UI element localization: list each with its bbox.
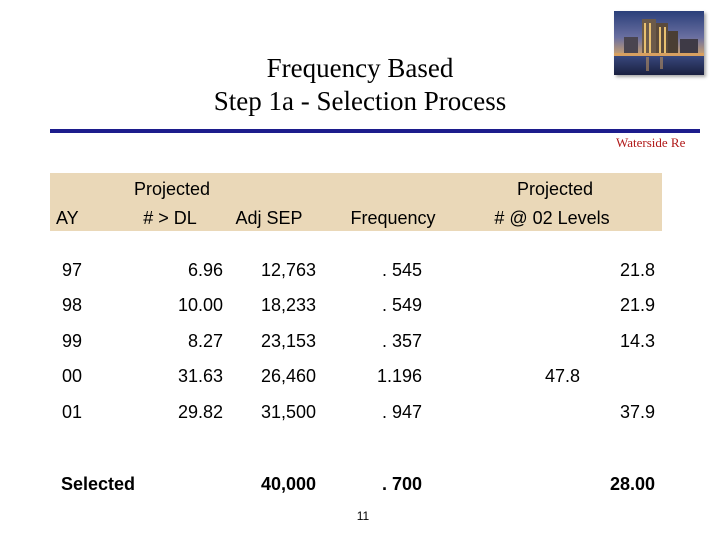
slide-title-line-1: Frequency Based [266,53,454,83]
row-frequency: . 545 [381,260,422,280]
row-frequency: 1.196 [376,366,422,386]
row-dl: 31.63 [177,366,223,386]
row-ay: 97 [62,260,83,280]
row-levels: 47.8 [544,366,580,386]
row-levels: 21.8 [619,260,655,280]
row-ay: 00 [62,366,83,386]
header-frequency: Frequency [350,208,436,228]
selected-levels: 28.00 [609,474,655,494]
row-frequency: . 947 [381,402,422,422]
header-levels-bottom: # @ 02 Levels [494,208,610,228]
row-frequency: . 549 [381,295,422,315]
header-adj-sep: Adj SEP [235,208,303,228]
header-dl-bottom: # > DL [143,208,197,228]
row-levels: 37.9 [619,402,655,422]
waterside-photo [614,11,704,75]
row-dl: 10.00 [177,295,223,315]
page-number: 11 [356,509,370,523]
selected-label: Selected [61,474,136,494]
selected-sep: 40,000 [260,474,316,494]
row-sep: 18,233 [260,295,316,315]
row-ay: 01 [62,402,83,422]
header-ay: AY [56,208,79,228]
row-sep: 23,153 [260,331,316,351]
photo-caption: Waterside Re [616,135,686,150]
city-skyline-image [614,11,704,75]
row-levels: 21.9 [619,295,655,315]
row-ay: 99 [62,331,83,351]
row-sep: 26,460 [260,366,316,386]
row-frequency: . 357 [381,331,422,351]
row-dl: 8.27 [187,331,223,351]
row-dl: 29.82 [177,402,223,422]
header-dl-top: Projected [133,179,211,199]
header-levels-top: Projected [516,179,594,199]
row-dl: 6.96 [187,260,223,280]
title-divider [50,129,700,133]
table-header-band [50,173,662,231]
row-sep: 12,763 [260,260,316,280]
row-ay: 98 [62,295,83,315]
row-sep: 31,500 [260,402,316,422]
slide-title-line-2: Step 1a - Selection Process [213,86,507,116]
row-levels: 14.3 [619,331,655,351]
selected-frequency: . 700 [381,474,422,494]
